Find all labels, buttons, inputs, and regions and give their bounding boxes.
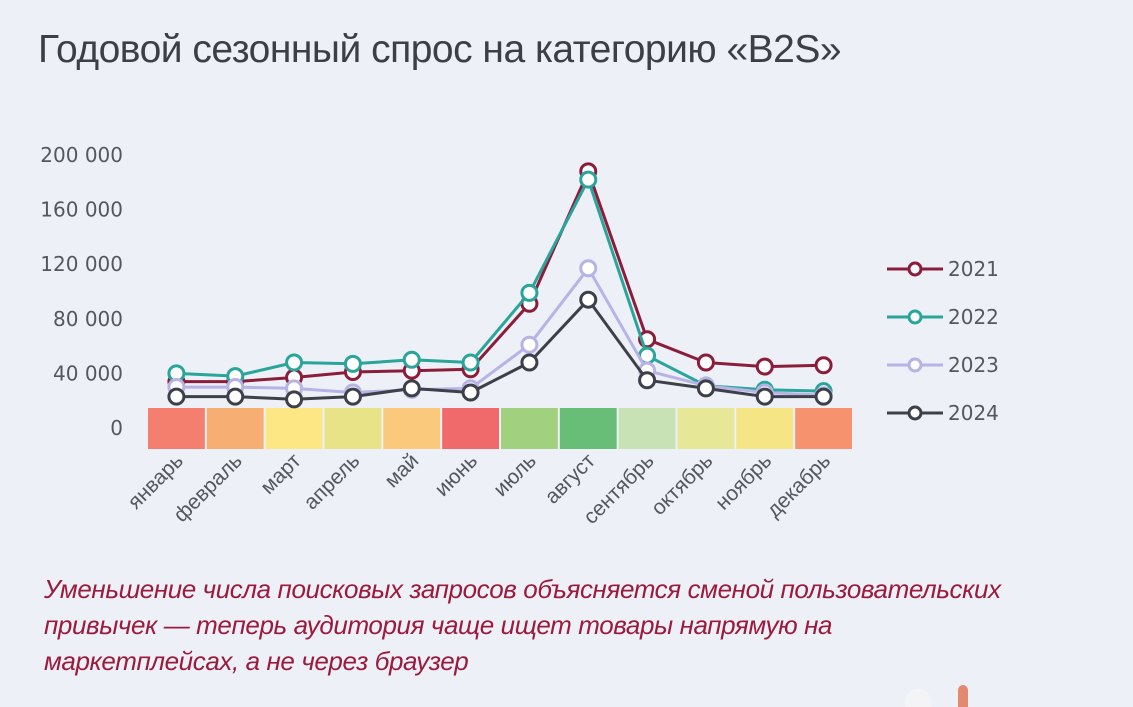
series-line [176,178,824,393]
footnote-text: Уменьшение числа поисковых запросов объя… [44,574,1001,676]
series-lines [167,162,833,409]
data-point-marker [638,371,657,390]
x-tick-label: июль [489,449,541,501]
data-point-marker [461,353,480,372]
legend: 2021 2022 2023 2024 [887,257,999,425]
heat-cell [148,408,205,449]
y-tick-label: 80 000 [53,307,123,331]
heat-cell [442,408,499,449]
legend-item-2022: 2022 [887,305,999,329]
x-tick-label: июнь [430,449,482,501]
data-point-marker [579,259,598,278]
data-point-marker [755,387,774,406]
y-tick-label: 0 [110,416,123,440]
legend-label: 2023 [948,353,999,377]
data-point-marker [285,353,304,372]
heat-cell [795,408,852,449]
data-point-marker [343,354,362,373]
legend-marker-icon [907,261,923,277]
legend-marker-icon [907,405,923,421]
data-point-marker [520,335,539,354]
data-point-marker [520,283,539,302]
series-2024 [167,290,833,409]
x-tick-label: май [380,449,423,492]
data-point-marker [402,379,421,398]
heat-cell [324,408,382,449]
data-point-marker [579,290,598,309]
heat-cell [736,408,794,449]
data-point-marker [520,353,539,372]
x-tick-label: апрель [299,449,364,514]
x-tick-label: декабрь [762,449,835,522]
x-tick-label: март [256,449,306,499]
legend-label: 2021 [948,257,999,281]
y-tick-label: 160 000 [40,198,123,222]
legend-marker-icon [907,309,923,325]
series-line [176,266,824,397]
heat-cell [501,408,558,449]
legend-marker-icon [907,357,923,373]
y-tick-label: 40 000 [53,361,123,385]
y-tick-label: 120 000 [40,252,123,276]
data-point-marker [814,356,833,375]
data-point-marker [755,357,774,376]
data-point-marker [402,350,421,369]
data-point-marker [814,387,833,406]
series-line [176,298,824,401]
data-point-marker [226,387,245,406]
data-point-marker [579,170,598,189]
page-title: Годовой сезонный спрос на категорию «B2S… [38,28,842,71]
heat-cell [618,408,676,449]
data-point-marker [696,353,715,372]
heat-cell [265,408,323,449]
data-point-marker [285,390,304,409]
series-line [176,169,824,384]
heat-cell [383,408,441,449]
data-point-marker [696,379,715,398]
series-2023 [167,259,833,405]
legend-item-2023: 2023 [887,353,999,377]
legend-label: 2022 [948,305,999,329]
decorative-shape [905,689,931,707]
y-axis: 0 40 000 80 000 120 000 160 000 200 000 [40,143,123,440]
seasonality-heat-strip [148,408,852,449]
x-tick-label: октябрь [647,449,718,520]
legend-item-2021: 2021 [887,257,999,281]
data-point-marker [343,387,362,406]
heat-cell [206,408,264,449]
heat-cell [559,408,617,449]
heat-cell [677,408,735,449]
legend-label: 2024 [948,401,999,425]
data-point-marker [167,387,186,406]
y-tick-label: 200 000 [40,143,123,167]
decorative-shape [958,685,968,707]
series-2021 [167,162,833,391]
data-point-marker [461,383,480,402]
legend-item-2024: 2024 [887,401,999,425]
